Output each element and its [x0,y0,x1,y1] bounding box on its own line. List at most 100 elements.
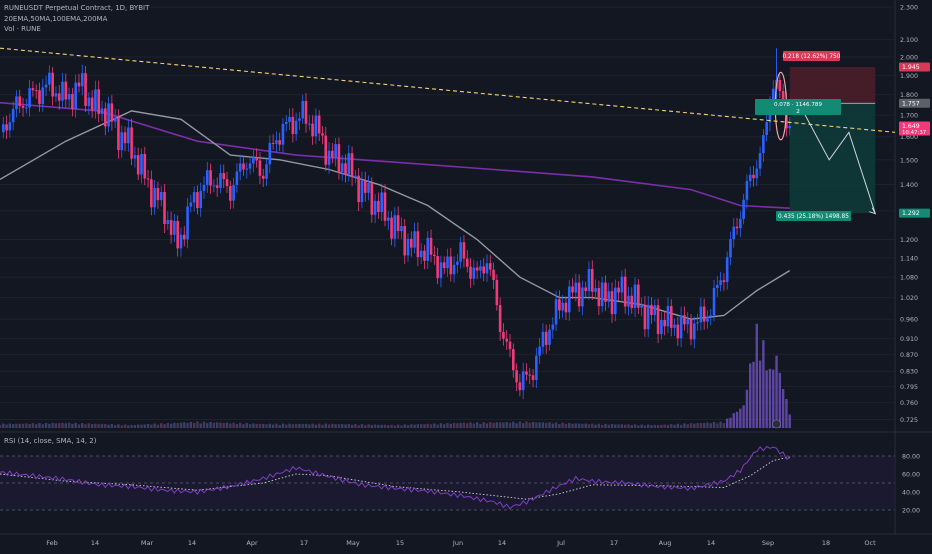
volume-bar [568,422,571,428]
volume-bar [469,422,472,428]
candle-body [235,171,239,186]
volume-bar [755,323,759,428]
volume-bar [367,424,370,428]
rsi-legend[interactable]: RSI (14, close, SMA, 14, 2) [4,437,97,445]
volume-bar [21,423,25,428]
time-axis-label: 18 [822,539,830,547]
candle-body [265,164,268,179]
candle-body [442,262,446,269]
time-axis-label: Mar [141,539,154,547]
last-price-badge: 1.649 [902,123,920,130]
candle-body [347,153,351,175]
candle-body [584,287,587,292]
volume-bar [604,423,607,428]
candle-body [41,87,45,105]
volume-bar [699,422,703,428]
candle-body [660,319,663,335]
price-axis-label: 0.795 [900,384,918,391]
candle-body [656,305,660,335]
candle-body [505,338,509,342]
stop-loss-zone [789,66,876,104]
candle-body [202,185,206,191]
volume-bar [341,424,344,428]
volume-bar [663,424,666,428]
candle-body [475,267,479,271]
price-axis-label: 1.500 [900,157,918,164]
candle-body [222,173,226,180]
volume-bar [449,423,452,428]
candle-body [327,150,331,165]
volume-bar [258,423,262,428]
candle-body [561,302,564,311]
volume-bar [551,423,554,428]
candle-body [344,163,347,175]
candle-body [71,94,74,109]
volume-legend[interactable]: Vol · RUNE [4,25,41,33]
candle-body [186,206,189,240]
symbol-legend[interactable]: RUNEUSDT Perpetual Contract, 1D, BYBIT [4,4,150,12]
volume-bar [48,423,51,428]
volume-bar [271,424,275,428]
candle-body [370,183,374,215]
candle-body [21,106,25,108]
price-axis-label: 0.960 [900,317,918,324]
candle-body [199,190,203,209]
candle-body [479,266,482,271]
volume-bar [288,423,291,428]
volume-bar [268,423,272,428]
volume-bar [778,372,782,428]
candle-body [268,142,272,165]
candle-body [535,355,538,380]
candle-body [54,93,58,97]
volume-bar [683,423,686,428]
volume-bar [492,422,495,428]
volume-bar [406,425,410,428]
candle-body [176,220,179,249]
volume-bar [31,423,35,428]
volume-bar [518,421,522,428]
dividend-marker-icon [772,419,781,429]
candle-body [495,279,499,306]
volume-bar [275,423,278,428]
candle-body [308,123,311,125]
candle-body [739,218,742,229]
candle-body [363,180,367,193]
ma-legend[interactable]: 20EMA,50MA,100EMA,200MA [4,15,108,23]
volume-bar [600,424,604,428]
candle-body [469,266,472,279]
candle-body [702,306,706,322]
volume-bar [416,424,420,428]
candle-body [77,82,81,87]
volume-bar [291,424,295,428]
volume-bar [301,424,304,428]
candle-body [515,370,518,383]
candle-body [604,282,607,302]
target-price-badge: 1.292 [902,210,920,217]
candle-body [630,295,634,308]
candle-body [113,117,117,122]
candle-body [5,124,8,131]
volume-bar [577,423,581,428]
stop-price-badge-bg [899,62,930,72]
volume-bar [219,422,222,428]
candle-body [679,315,683,339]
candle-body [120,132,124,151]
candle-body [383,192,387,221]
time-axis-label: Jun [452,539,463,547]
volume-bar [173,422,176,428]
volume-bar [242,424,245,428]
volume-bar [212,422,216,428]
volume-bar [34,424,38,428]
volume-bar [479,423,482,428]
candle-body [446,256,449,269]
volume-bar [373,424,377,428]
volume-bar [81,423,84,428]
volume-bar [693,423,696,428]
entry-price-badge-bg [899,98,930,108]
volume-bar [489,422,492,428]
candle-body [771,88,775,106]
volume-bar [61,422,64,428]
candle-body [8,122,12,131]
